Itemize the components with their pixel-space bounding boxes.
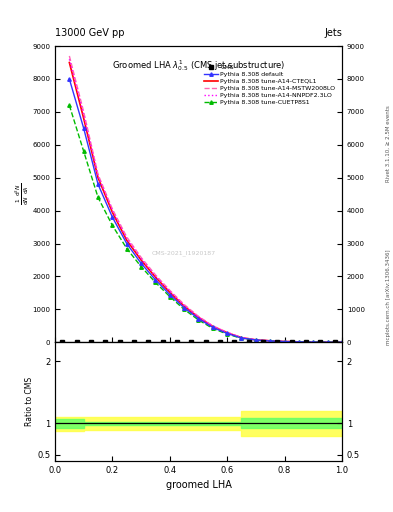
Y-axis label: Ratio to CMS: Ratio to CMS: [25, 377, 34, 426]
Text: CMS-2021_I1920187: CMS-2021_I1920187: [152, 250, 216, 257]
X-axis label: groomed LHA: groomed LHA: [165, 480, 231, 490]
Text: mcplots.cern.ch [arXiv:1306.3436]: mcplots.cern.ch [arXiv:1306.3436]: [386, 249, 391, 345]
Text: Groomed LHA $\lambda^{1}_{0.5}$ (CMS jet substructure): Groomed LHA $\lambda^{1}_{0.5}$ (CMS jet…: [112, 58, 285, 73]
Text: Jets: Jets: [324, 28, 342, 38]
Legend: CMS, Pythia 8.308 default, Pythia 8.308 tune-A14-CTEQL1, Pythia 8.308 tune-A14-M: CMS, Pythia 8.308 default, Pythia 8.308 …: [203, 64, 336, 105]
Y-axis label: $\frac{1}{\mathrm{d}N}\frac{\mathrm{d}^2N}{\mathrm{d}\lambda}$: $\frac{1}{\mathrm{d}N}\frac{\mathrm{d}^2…: [13, 183, 31, 205]
Text: Rivet 3.1.10, ≥ 2.5M events: Rivet 3.1.10, ≥ 2.5M events: [386, 105, 391, 182]
Text: 13000 GeV pp: 13000 GeV pp: [55, 28, 125, 38]
